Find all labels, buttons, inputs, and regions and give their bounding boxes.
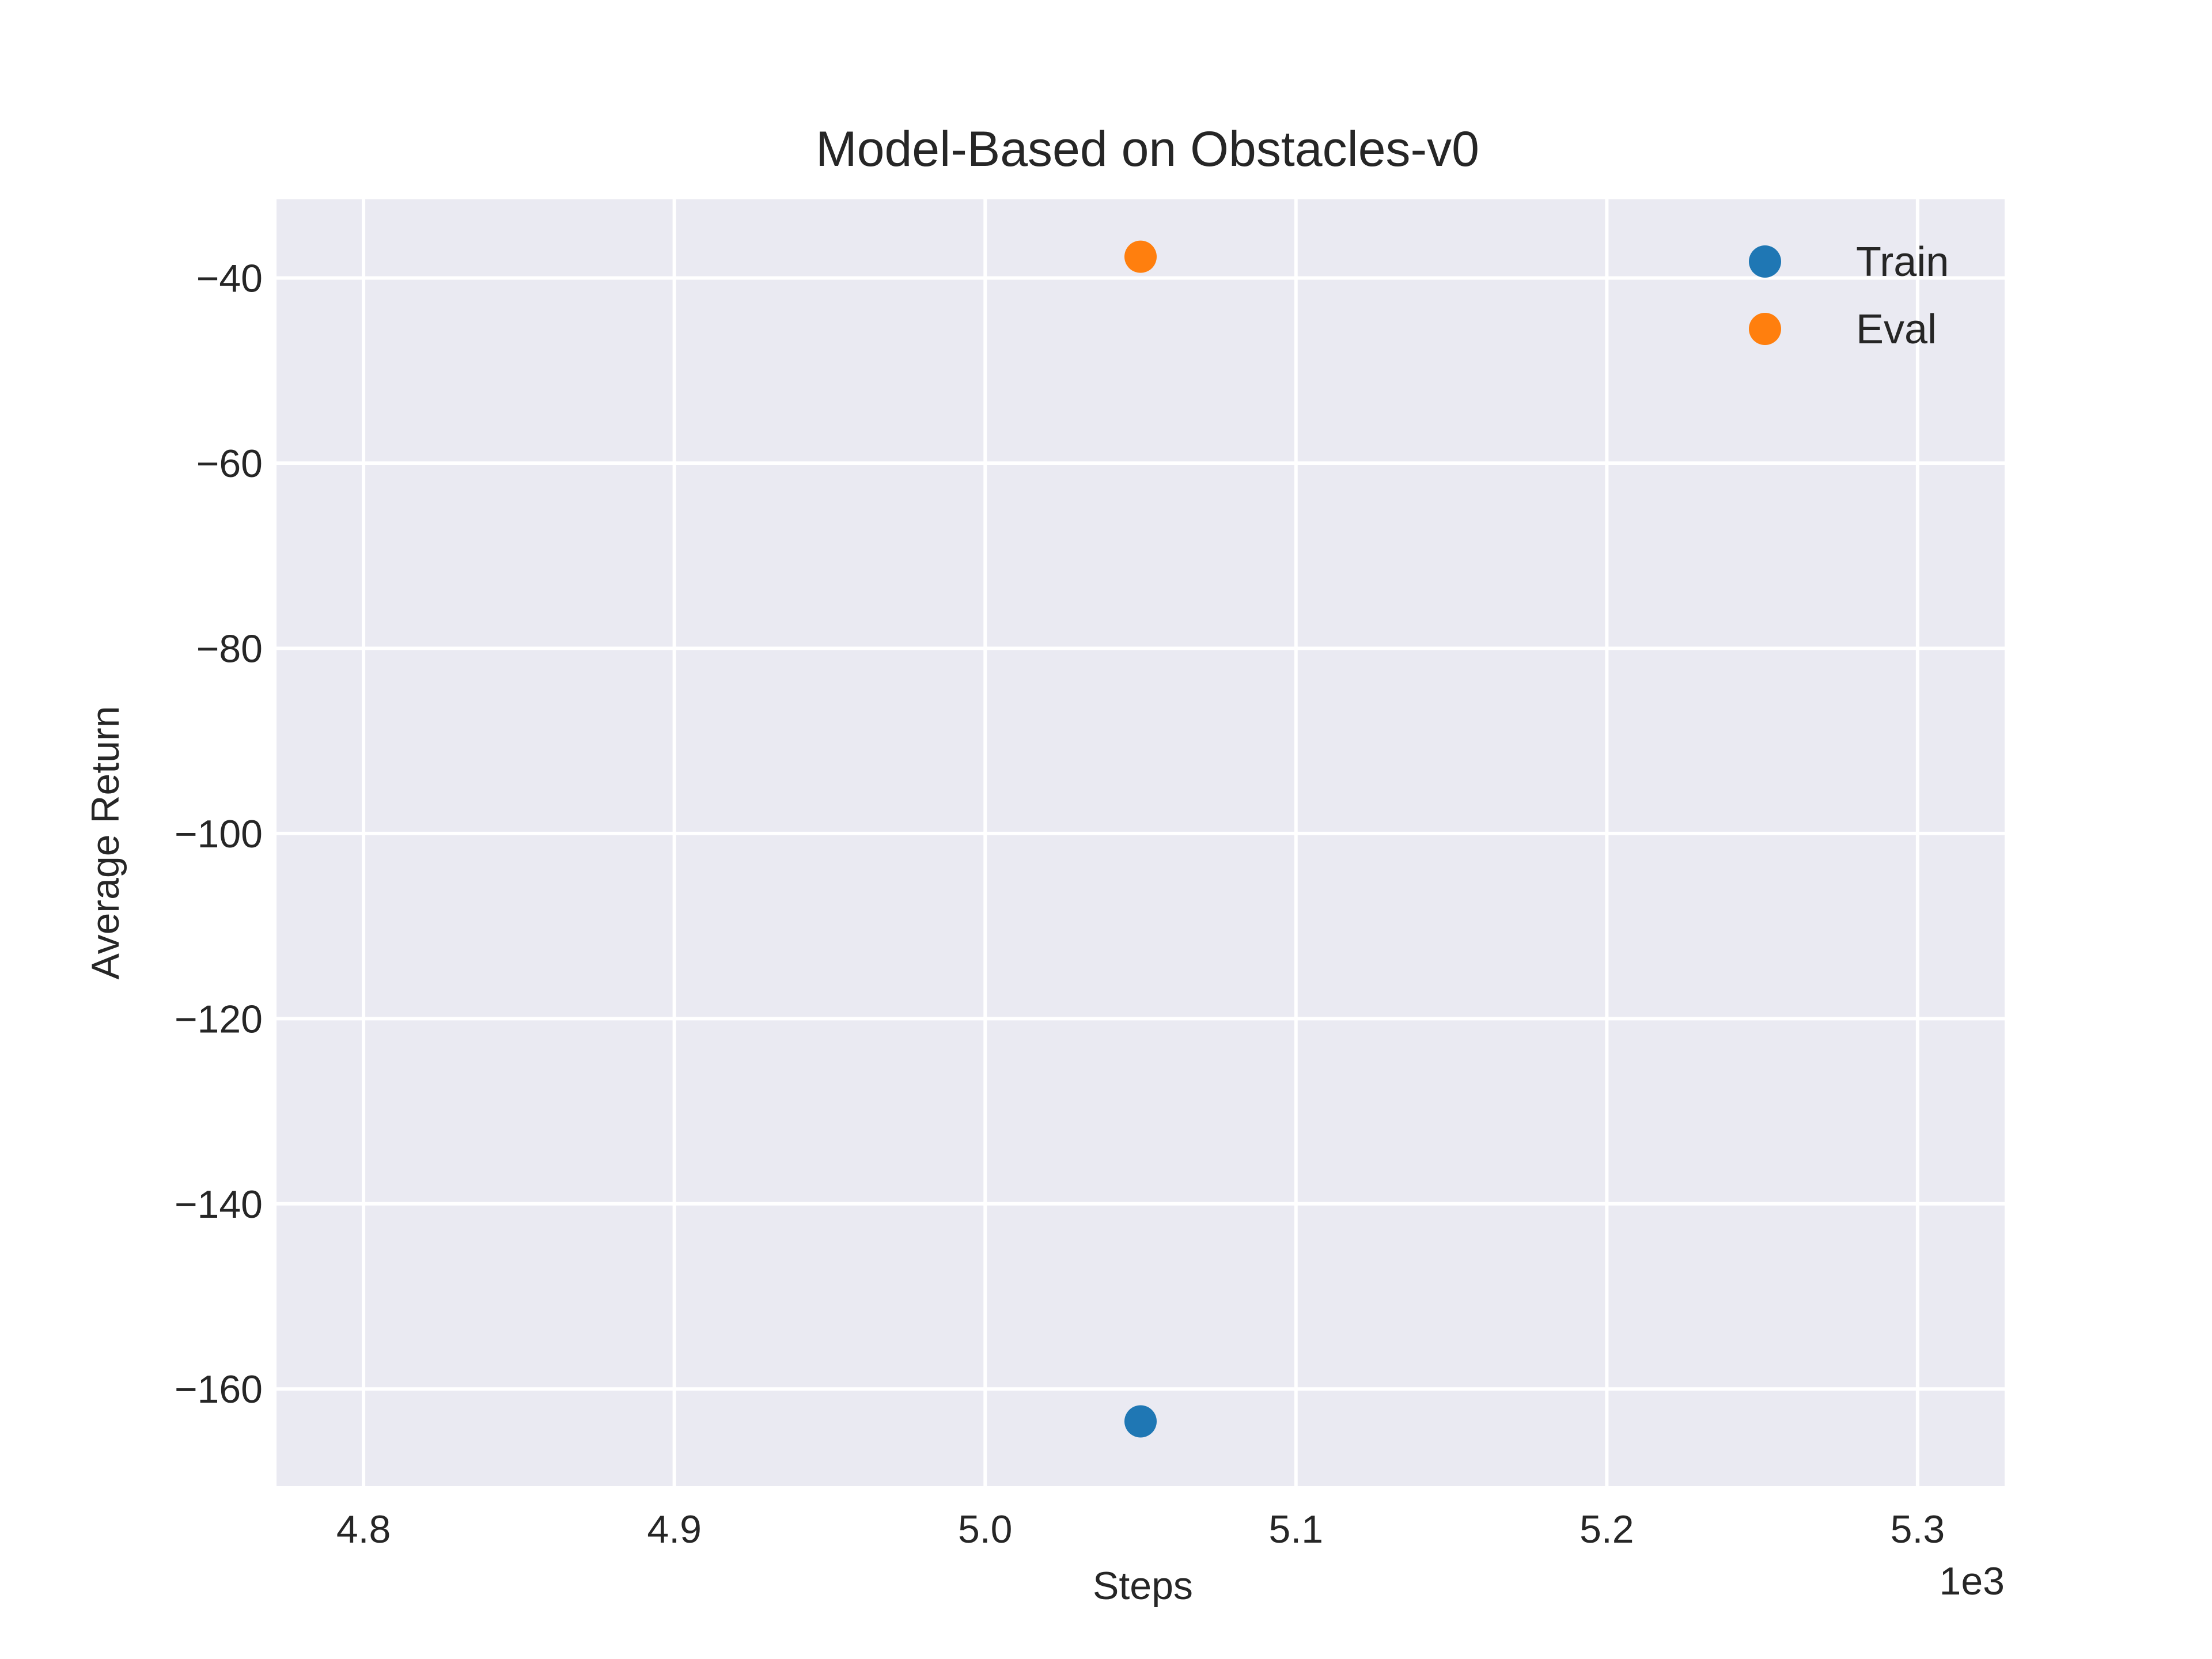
y-gridlines xyxy=(276,276,2005,1391)
x-tick-label: 5.2 xyxy=(1580,1508,1634,1551)
y-axis-label: Average Return xyxy=(84,706,127,979)
x-axis-label: Steps xyxy=(1093,1564,1193,1608)
x-tick-label: 4.8 xyxy=(336,1508,391,1551)
legend-marker-train xyxy=(1749,245,1781,278)
x-tick-label: 5.3 xyxy=(1891,1508,1945,1551)
plot-background xyxy=(276,199,2005,1486)
train-data-point xyxy=(1124,1405,1157,1438)
x-gridlines xyxy=(362,199,1919,1486)
legend-label-eval: Eval xyxy=(1856,306,1937,353)
eval-data-point xyxy=(1124,240,1157,273)
y-tick-label: −80 xyxy=(196,627,263,671)
y-tick-label: −100 xyxy=(175,812,263,856)
y-tick-label: −140 xyxy=(175,1183,263,1226)
data-points xyxy=(1124,240,1157,1438)
legend-label-train: Train xyxy=(1856,239,1949,285)
x-axis-offset-label: 1e3 xyxy=(1940,1559,2005,1603)
chart-title: Model-Based on Obstacles-v0 xyxy=(816,122,1479,177)
x-tick-label: 5.0 xyxy=(958,1508,1013,1551)
y-tick-label: −160 xyxy=(175,1368,263,1411)
y-tick-label: −60 xyxy=(196,442,263,486)
plot-area xyxy=(276,199,2005,1486)
x-tick-labels: 4.8 4.9 5.0 5.1 5.2 5.3 xyxy=(336,1508,1945,1551)
y-tick-label: −120 xyxy=(175,997,263,1041)
x-tick-label: 4.9 xyxy=(647,1508,702,1551)
y-tick-label: −40 xyxy=(196,257,263,301)
y-tick-labels: −40 −60 −80 −100 −120 −140 −160 xyxy=(175,257,263,1412)
legend: Train Eval xyxy=(1749,239,1949,353)
legend-marker-eval xyxy=(1749,313,1781,345)
x-tick-label: 5.1 xyxy=(1269,1508,1324,1551)
